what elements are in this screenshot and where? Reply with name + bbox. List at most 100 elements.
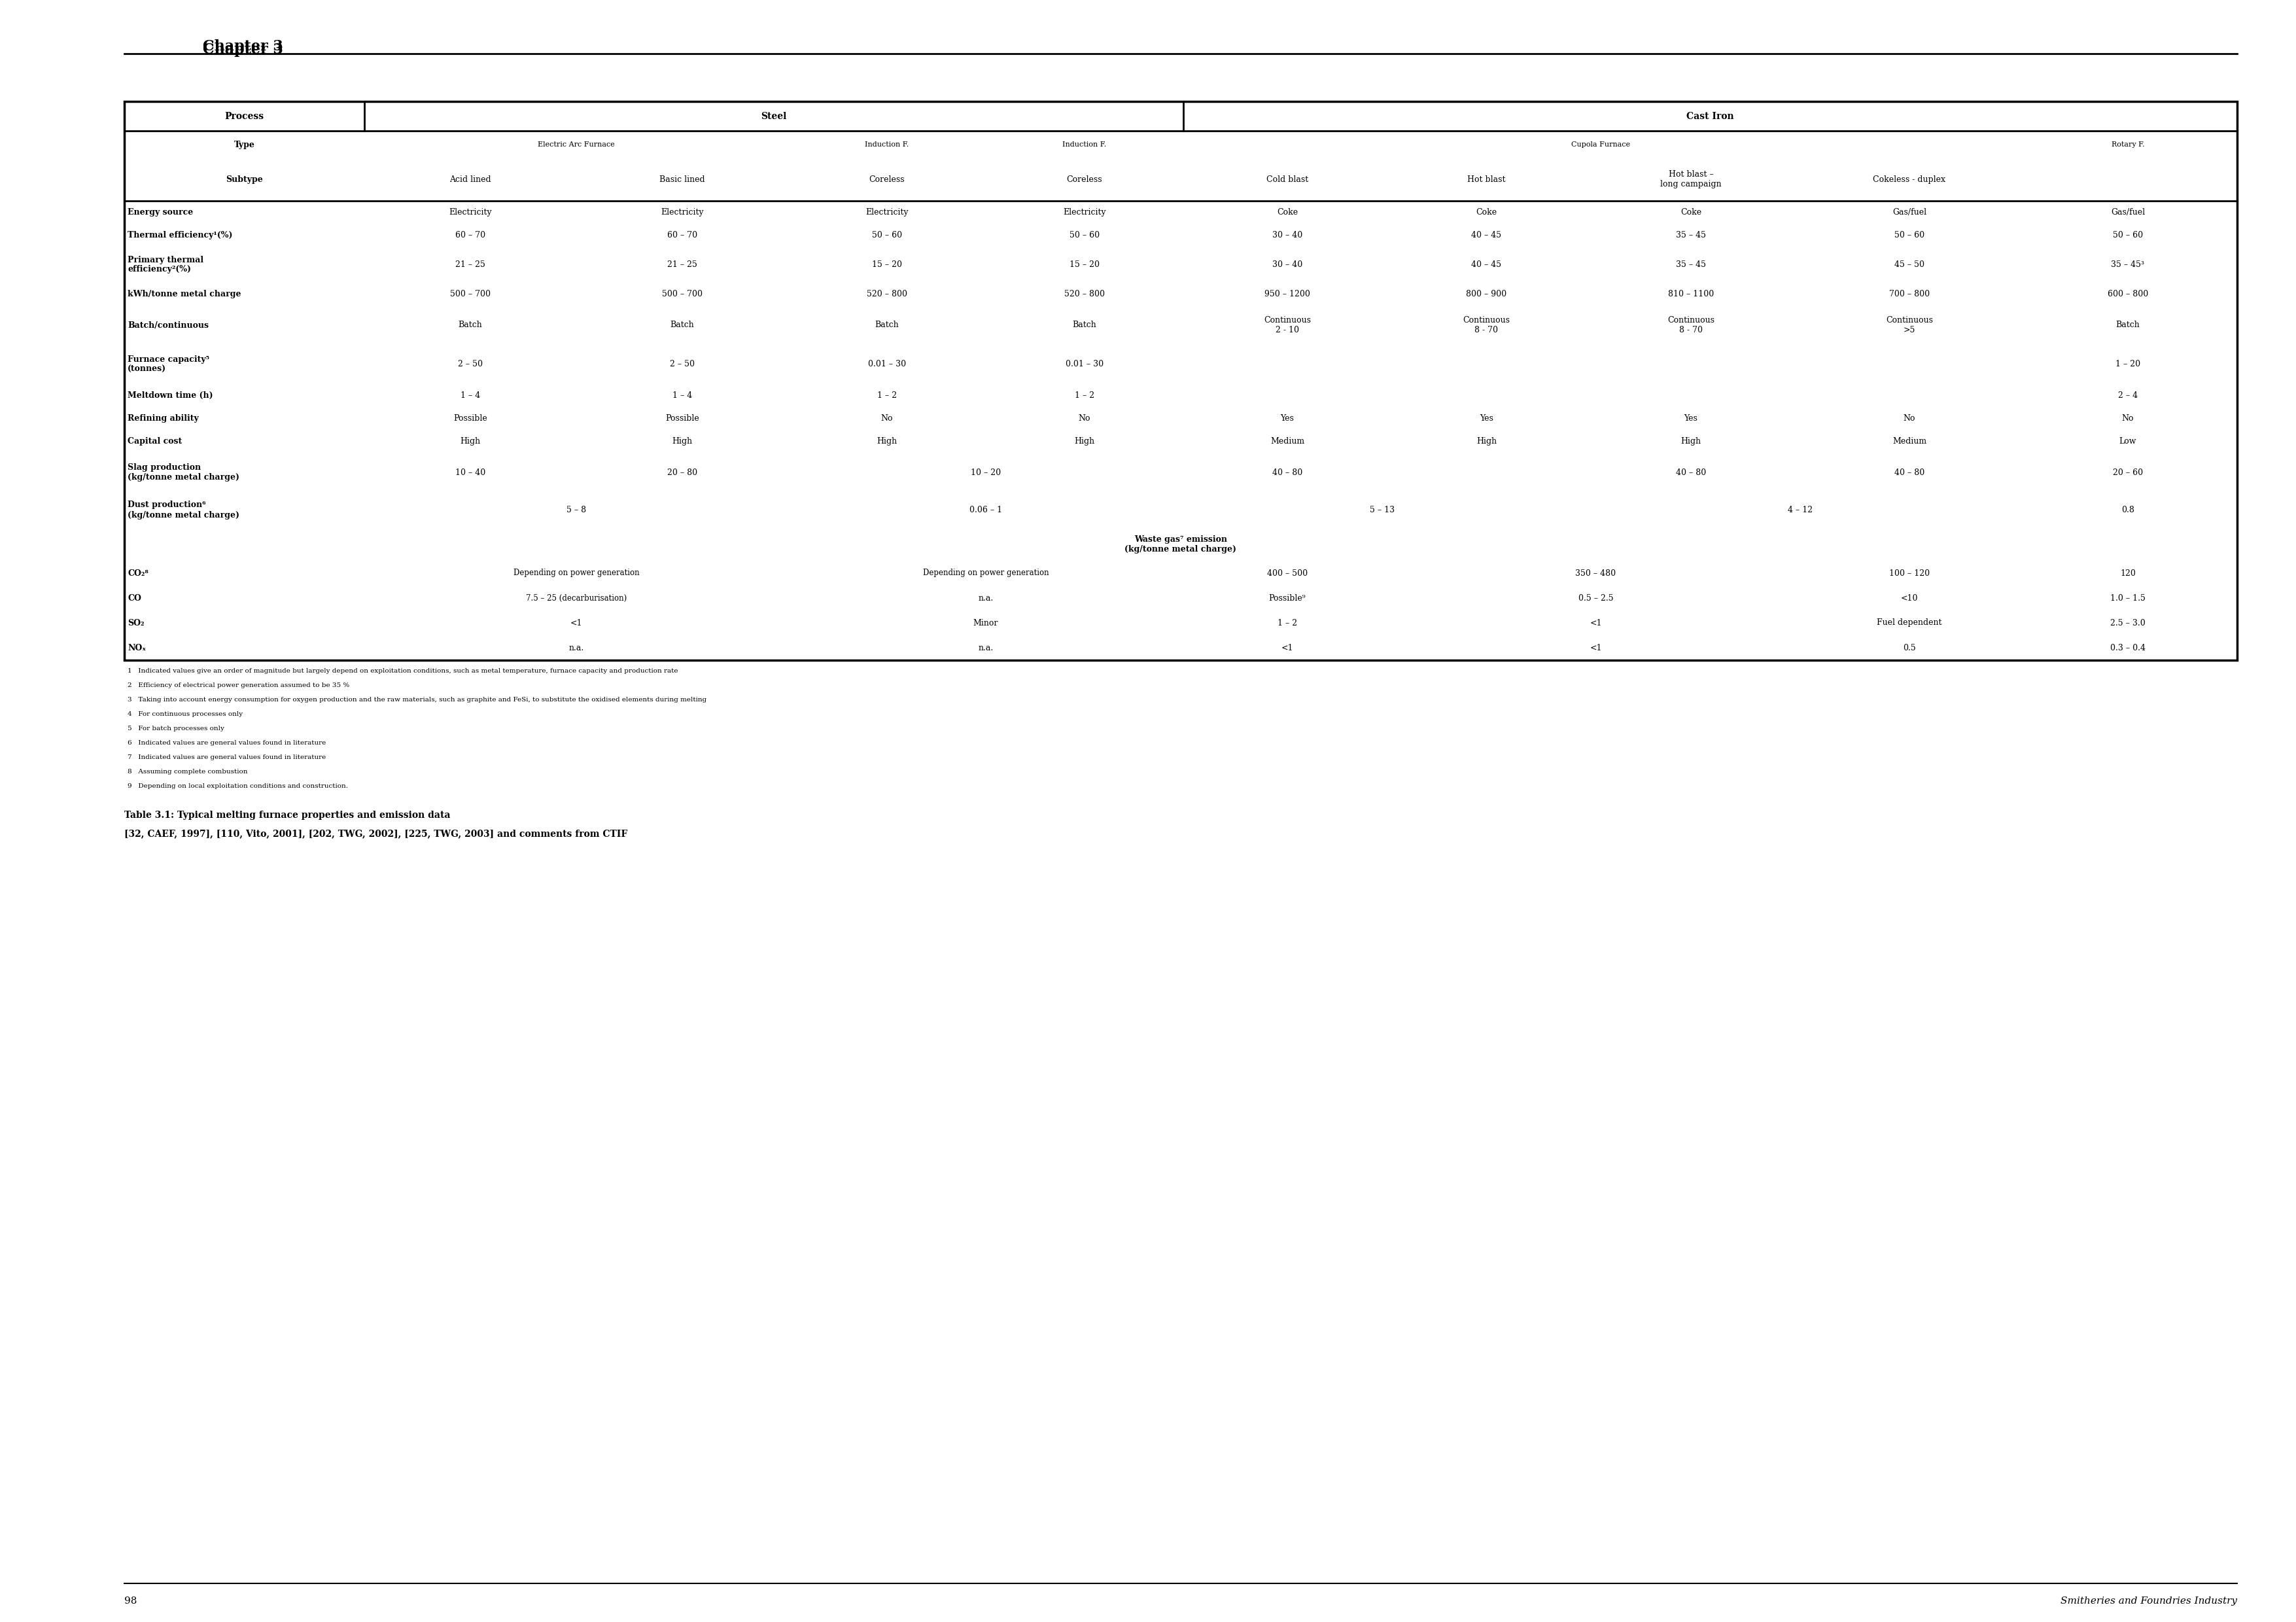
Text: n.a.: n.a. [978,644,994,652]
Bar [1582,407,1800,430]
Text: Smitheries and Foundries Industry: Smitheries and Foundries Industry [2060,1596,2236,1606]
Text: 7.5 – 25 (decarburisation): 7.5 – 25 (decarburisation) [526,594,627,602]
Text: Electricity: Electricity [866,208,909,217]
Text: Depending on power generation: Depending on power generation [923,569,1049,577]
Text: No: No [1079,414,1091,423]
Bar [2018,247,2236,282]
Bar [1800,384,2018,407]
Bar [124,384,365,407]
Bar [788,305,985,345]
Text: 520 – 800: 520 – 800 [1065,290,1104,298]
Bar [365,430,576,453]
Bar [985,407,1182,430]
Text: 350 – 480: 350 – 480 [1575,569,1616,577]
Bar [1182,407,1391,430]
Text: CO₂⁸: CO₂⁸ [129,569,149,577]
Bar [985,305,1182,345]
Text: No: No [2122,414,2133,423]
Bar [365,282,576,305]
Bar [576,159,788,201]
Bar [1182,610,1391,636]
Text: 40 – 45: 40 – 45 [1472,230,1502,240]
Bar [1391,345,1582,384]
Bar [1182,201,1391,224]
Bar [1182,247,1391,282]
Text: 2 – 50: 2 – 50 [670,360,696,368]
Bar [2018,131,2236,159]
Bar [1800,610,2018,636]
Text: Steel: Steel [760,112,788,120]
Text: Table 3.1: Typical melting furnace properties and emission data: Table 3.1: Typical melting furnace prope… [124,811,450,819]
Bar [124,131,365,159]
Bar [2018,305,2236,345]
Bar [2018,491,2236,529]
Text: 40 – 80: 40 – 80 [1894,469,1924,477]
Bar [365,384,576,407]
Text: Subtype: Subtype [225,175,262,183]
Bar [1582,159,1800,201]
Bar [1391,201,1582,224]
Bar [788,491,1182,529]
Bar [124,561,365,586]
Bar [1182,131,2018,159]
Bar [2018,159,2236,201]
Text: Induction F.: Induction F. [1063,141,1107,148]
Bar [2018,224,2236,247]
Text: Medium: Medium [1270,436,1304,446]
Bar [365,102,1182,131]
Bar [365,305,576,345]
Text: High: High [1681,436,1701,446]
Text: High: High [1476,436,1497,446]
Text: Coreless: Coreless [1068,175,1102,183]
Bar [124,529,2236,561]
Text: 10 – 20: 10 – 20 [971,469,1001,477]
Bar [1391,384,1582,407]
Bar [1391,586,1800,610]
Bar [1391,610,1800,636]
Text: High: High [1075,436,1095,446]
Bar [124,586,365,610]
Bar [2018,345,2236,384]
Text: 1 – 2: 1 – 2 [877,391,898,399]
Bar [1582,345,1800,384]
Bar [124,102,2236,660]
Bar [576,201,788,224]
Text: 700 – 800: 700 – 800 [1890,290,1929,298]
Text: 15 – 20: 15 – 20 [872,261,902,269]
Bar [576,305,788,345]
Text: 21 – 25: 21 – 25 [668,261,698,269]
Bar [1182,561,1391,586]
Text: 0.01 – 30: 0.01 – 30 [1065,360,1104,368]
Bar [124,224,365,247]
Text: 50 – 60: 50 – 60 [1894,230,1924,240]
Bar [365,201,576,224]
Text: 2 – 4: 2 – 4 [2117,391,2138,399]
Text: 0.5 – 2.5: 0.5 – 2.5 [1577,594,1614,602]
Bar [1800,224,2018,247]
Text: kWh/tonne metal charge: kWh/tonne metal charge [129,290,241,298]
Text: Thermal efficiency¹(%): Thermal efficiency¹(%) [129,230,232,240]
Text: 50 – 60: 50 – 60 [2112,230,2142,240]
Text: 1 – 4: 1 – 4 [673,391,691,399]
Text: Energy source: Energy source [129,208,193,217]
Bar [365,224,576,247]
Text: 800 – 900: 800 – 900 [1467,290,1506,298]
Text: 1 – 2: 1 – 2 [1277,618,1297,628]
Bar [1182,491,1582,529]
Bar [365,586,788,610]
Text: Batch: Batch [459,321,482,329]
Text: 35 – 45³: 35 – 45³ [2112,261,2144,269]
Text: Gas/fuel: Gas/fuel [2110,208,2144,217]
Text: 60 – 70: 60 – 70 [455,230,484,240]
Bar [1800,305,2018,345]
Bar [1800,247,2018,282]
Bar [1582,201,1800,224]
Bar [576,430,788,453]
Text: [32, CAEF, 1997], [110, Vito, 2001], [202, TWG, 2002], [225, TWG, 2003] and comm: [32, CAEF, 1997], [110, Vito, 2001], [20… [124,829,627,839]
Text: 8   Assuming complete combustion: 8 Assuming complete combustion [129,769,248,775]
Bar [1800,201,2018,224]
Text: 6   Indicated values are general values found in literature: 6 Indicated values are general values fo… [129,740,326,746]
Text: <10: <10 [1901,594,1917,602]
Bar [788,610,1182,636]
Bar [2018,586,2236,610]
